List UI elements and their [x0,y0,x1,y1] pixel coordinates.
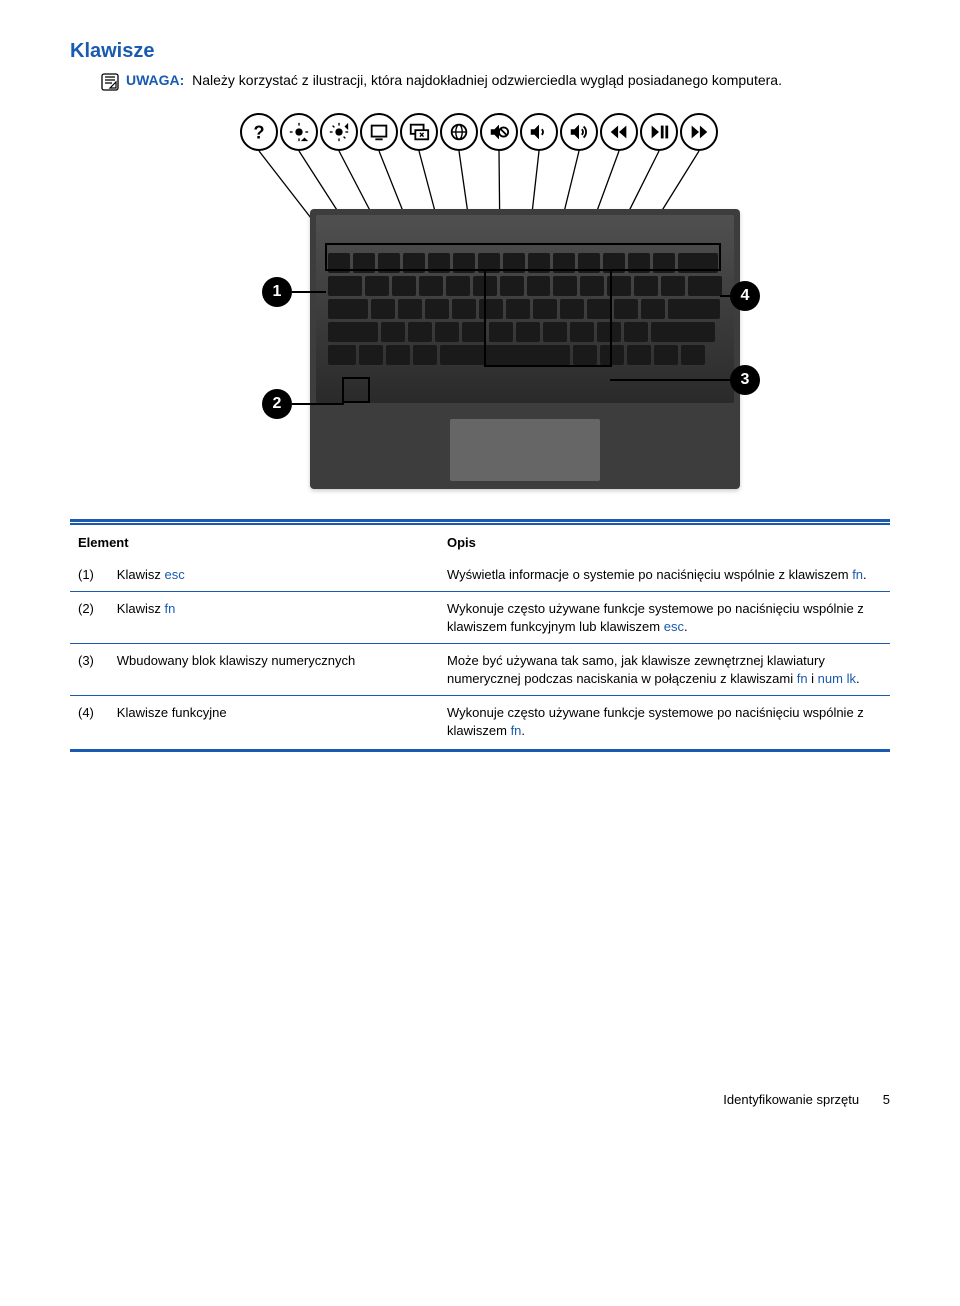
fn-row-frame [325,243,721,271]
prev-track-icon [600,113,638,151]
note-text: UWAGA: Należy korzystać z ilustracji, kt… [126,71,782,90]
footer-page: 5 [883,1092,890,1107]
table-bottom-bar [70,749,890,752]
table-top-bar [70,519,890,522]
callout-4: 4 [730,281,760,311]
brightness-up-icon [320,113,358,151]
table-row: (4) Klawisze funkcyjne Wykonuje często u… [70,696,890,748]
note-body: Należy korzystać z ilustracji, która naj… [192,72,782,88]
web-icon [440,113,478,151]
note-icon [100,72,120,95]
table-row: (3) Wbudowany blok klawiszy numerycznych… [70,644,890,696]
fn-key-frame [342,377,370,403]
svg-text:?: ? [253,121,264,142]
note-label: UWAGA: [126,72,184,88]
col-opis: Opis [439,525,890,558]
note-block: UWAGA: Należy korzystać z ilustracji, kt… [70,71,890,95]
footer-section: Identyfikowanie sprzętu [723,1092,859,1107]
sleep-icon [400,113,438,151]
table-row: (2) Klawisz fn Wykonuje często używane f… [70,592,890,644]
table-row: (1) Klawisz esc Wyświetla informacje o s… [70,558,890,592]
volume-down-icon [520,113,558,151]
display-icon [360,113,398,151]
callout-2: 2 [262,389,292,419]
callout-1: 1 [262,277,292,307]
keyboard-illustration: ? [200,109,760,499]
callout-3: 3 [730,365,760,395]
play-pause-icon [640,113,678,151]
elements-table: Element Opis (1) Klawisz esc Wyświetla i… [70,525,890,748]
page-title: Klawisze [70,40,890,63]
mute-icon [480,113,518,151]
volume-up-icon [560,113,598,151]
page-footer: Identyfikowanie sprzętu 5 [70,1092,890,1107]
help-icon: ? [240,113,278,151]
col-element: Element [70,525,439,558]
next-track-icon [680,113,718,151]
numpad-frame [484,269,612,367]
brightness-down-icon [280,113,318,151]
